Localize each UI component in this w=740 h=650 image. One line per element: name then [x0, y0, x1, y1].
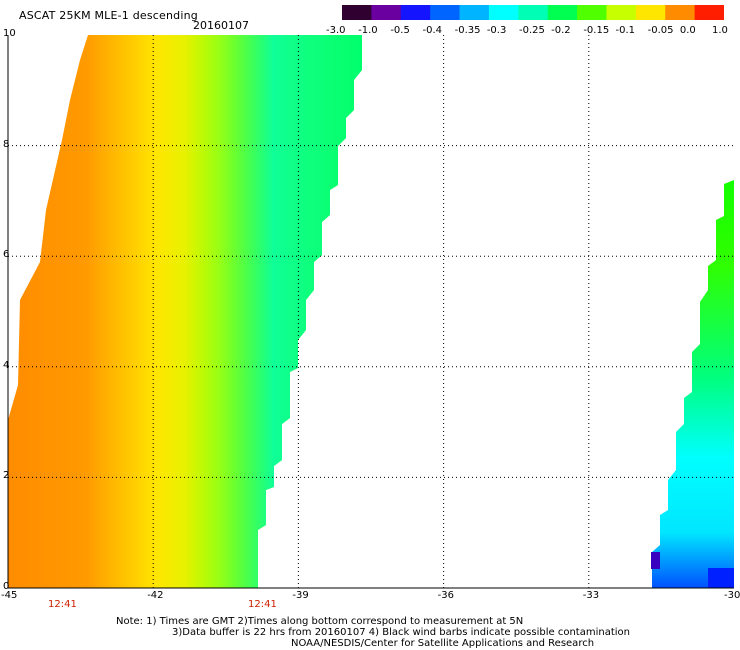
color-bar	[342, 5, 724, 20]
x-tick-label: -33	[582, 590, 600, 601]
map-title: ASCAT 25KM MLE-1 descending	[19, 9, 198, 22]
note-line-2: 3)Data buffer is 22 hrs from 20160107 4)…	[172, 627, 630, 638]
y-tick-label: 10	[3, 28, 16, 39]
y-tick-label: 8	[3, 138, 10, 150]
y-tick-label: 4	[3, 359, 10, 371]
color-bar-segment	[577, 5, 608, 20]
time-label-1: 12:41	[48, 599, 77, 610]
x-tick-label: -36	[437, 590, 454, 601]
x-tick-label: -30	[724, 590, 740, 601]
color-bar-segment	[518, 5, 549, 20]
color-bar-segment	[547, 5, 578, 20]
color-bar-label: -0.5	[390, 25, 410, 36]
color-bar-segment	[488, 5, 519, 20]
color-bar-label: -0.05	[647, 25, 674, 36]
color-bar-label: 1.0	[712, 25, 728, 36]
color-bar-segment	[342, 5, 372, 20]
color-bar-segment	[606, 5, 637, 20]
swath-layer	[8, 35, 734, 588]
swath-east-corner-blue	[708, 568, 734, 588]
color-bar-label: -3.0	[326, 25, 346, 36]
color-bar-segment	[459, 5, 490, 20]
note-line-1: Note: 1) Times are GMT 2)Times along bot…	[116, 616, 524, 627]
color-bar-label: -0.25	[519, 25, 545, 36]
swath-east-corner-purple	[651, 552, 660, 569]
map-date: 20160107	[193, 19, 249, 32]
color-bar-gradient	[342, 5, 724, 20]
color-bar-label: -0.4	[422, 25, 443, 36]
color-bar-segment	[430, 5, 461, 20]
swath-west-overlay	[8, 35, 362, 588]
color-bar-label: -0.2	[551, 25, 571, 36]
color-bar-segment	[665, 5, 696, 20]
color-bar-label: -0.1	[615, 25, 636, 36]
color-bar-segment	[371, 5, 402, 20]
y-tick-label: 2	[3, 470, 10, 482]
time-label-2: 12:41	[248, 599, 277, 610]
grid-lines	[8, 35, 734, 588]
color-bar-segment	[694, 5, 724, 20]
swath-east	[652, 125, 734, 588]
x-tick-label: -39	[292, 590, 309, 601]
color-bar-label: 0.0	[679, 25, 696, 36]
color-bar-label: -1.0	[358, 25, 378, 36]
color-bar-label: -0.3	[486, 25, 507, 36]
x-tick-label: -42	[147, 590, 164, 601]
color-bar-segment	[635, 5, 666, 20]
color-bar-segment	[400, 5, 431, 20]
note-line-3: NOAA/NESDIS/Center for Satellite Applica…	[291, 638, 595, 649]
x-tick-label: -45	[1, 590, 18, 601]
color-bar-label: -0.35	[454, 25, 481, 36]
color-bar-label: -0.15	[583, 25, 610, 36]
y-tick-label: 0	[3, 581, 10, 592]
plot-frame	[7, 35, 734, 589]
y-tick-label: 6	[3, 249, 10, 261]
